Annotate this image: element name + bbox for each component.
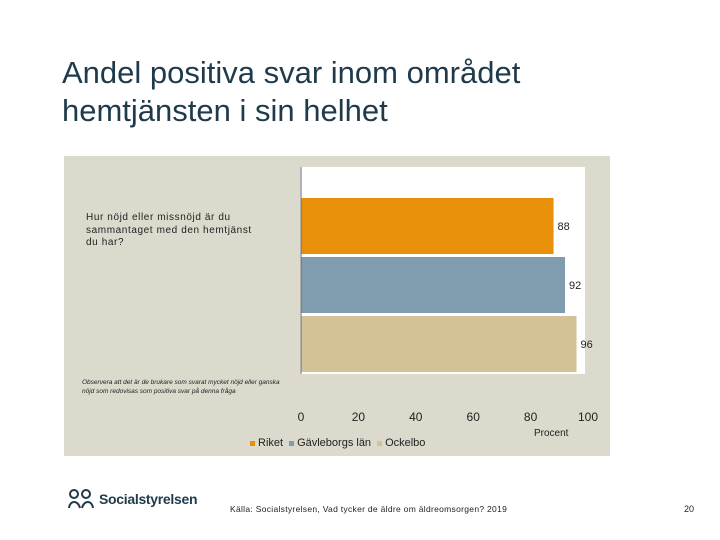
source-text: Källa: Socialstyrelsen, Vad tycker de äl… — [230, 504, 508, 514]
data-label-riket: 88 — [558, 221, 570, 233]
legend-item-ockelbo: Ockelbo — [377, 437, 425, 449]
page-number: 20 — [684, 504, 695, 514]
x-tick-label-60: 60 — [467, 410, 481, 424]
data-label-g-vleborgs-l-n: 92 — [569, 280, 581, 292]
x-tick-label-80: 80 — [524, 410, 538, 424]
legend-item-riket: Riket — [250, 437, 283, 449]
legend-label-ockelbo: Ockelbo — [385, 437, 426, 449]
legend-swatch-riket — [250, 440, 255, 446]
question-text: Hur nöjd eller missnöjd är du sammantage… — [86, 212, 252, 248]
legend-item-gavleborg: Gävleborgs län — [289, 437, 371, 449]
x-axis-label: Procent — [534, 428, 569, 439]
bar-g-vleborgs-l-n — [301, 257, 566, 313]
data-label-ockelbo: 96 — [581, 339, 593, 351]
legend-swatch-ockelbo — [377, 440, 383, 446]
legend-label-gavleborg: Gävleborgs län — [297, 437, 372, 449]
x-tick-label-20: 20 — [352, 410, 366, 424]
logo-emblem-icon — [68, 489, 94, 509]
x-tick-label-0: 0 — [298, 410, 305, 424]
note-text: Observera att det är de brukare som svar… — [82, 379, 280, 395]
legend-swatch-gavleborg — [289, 440, 295, 446]
x-tick-label-40: 40 — [409, 410, 423, 424]
legend-label-riket: Riket — [258, 437, 284, 449]
socialstyrelsen-logo: Socialstyrelsen — [66, 488, 198, 510]
bar-riket — [301, 198, 554, 254]
chart-legend: Riket Gävleborgs län Ockelbo — [250, 437, 425, 449]
logo-text: Socialstyrelsen — [99, 491, 198, 507]
x-tick-label-100: 100 — [578, 410, 598, 424]
slide-title: Andel positiva svar inom området hemtjän… — [62, 55, 521, 128]
bar-ockelbo — [301, 316, 577, 372]
